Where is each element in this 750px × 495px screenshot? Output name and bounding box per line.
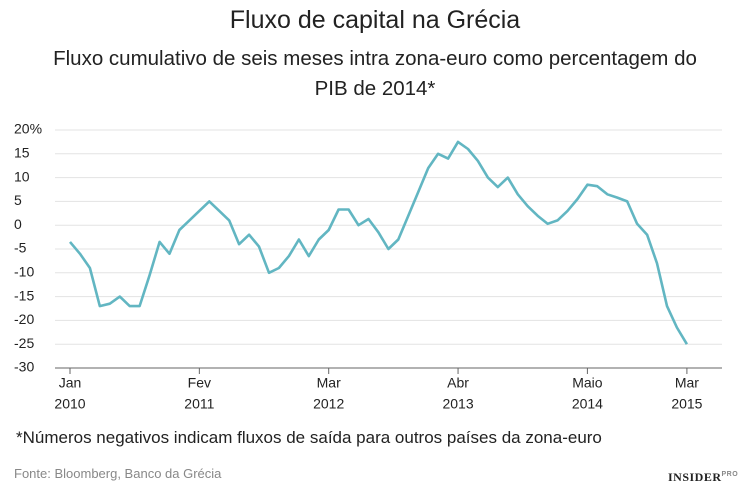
x-tick-label: Maio: [572, 375, 603, 391]
x-tick-label: 2012: [313, 396, 344, 412]
chart: -30 -25 -20 -15 -10 -5 0 5 10 15 20% Jan 2010 Fev 2011…: [14, 121, 722, 412]
chart-title: Fluxo de capital na Grécia: [229, 6, 521, 34]
y-tick-label: 20%: [14, 121, 42, 137]
x-tick-label: 2011: [184, 396, 214, 412]
x-tick-label: Abr: [447, 375, 469, 391]
x-tick-label: Mar: [675, 375, 699, 391]
y-tick-label: -15: [14, 287, 34, 303]
y-tick-label: 10: [14, 168, 30, 184]
y-tick-label: -10: [14, 264, 34, 280]
logo-suffix: PRO: [721, 471, 739, 478]
y-tick-label: 15: [14, 145, 30, 161]
chart-subtitle: Fluxo cumulativo de seis meses intra zon…: [53, 47, 697, 100]
footnote: *Números negativos indicam fluxos de saí…: [16, 428, 602, 447]
x-tick-label: 2015: [671, 396, 702, 412]
source: Fonte: Bloomberg, Banco da Grécia: [14, 466, 222, 481]
x-tick-label: Mar: [317, 375, 341, 391]
x-tick-label: 2010: [54, 396, 85, 412]
x-tick-label: Jan: [59, 375, 82, 391]
y-tick-label: -20: [14, 311, 34, 327]
logo: INSIDERPRO: [668, 470, 738, 485]
y-tick-label: 5: [14, 192, 22, 208]
data-line: [69, 140, 689, 345]
y-tick-label: -5: [14, 240, 27, 256]
y-tick-label: 0: [14, 216, 22, 232]
x-tick-label: 2013: [442, 396, 473, 412]
logo-text: INSIDER: [668, 470, 722, 484]
y-tick-label: -25: [14, 335, 34, 351]
x-tick-label: Fev: [188, 375, 211, 391]
x-tick-label: 2014: [572, 396, 603, 412]
y-tick-label: -30: [14, 359, 34, 375]
